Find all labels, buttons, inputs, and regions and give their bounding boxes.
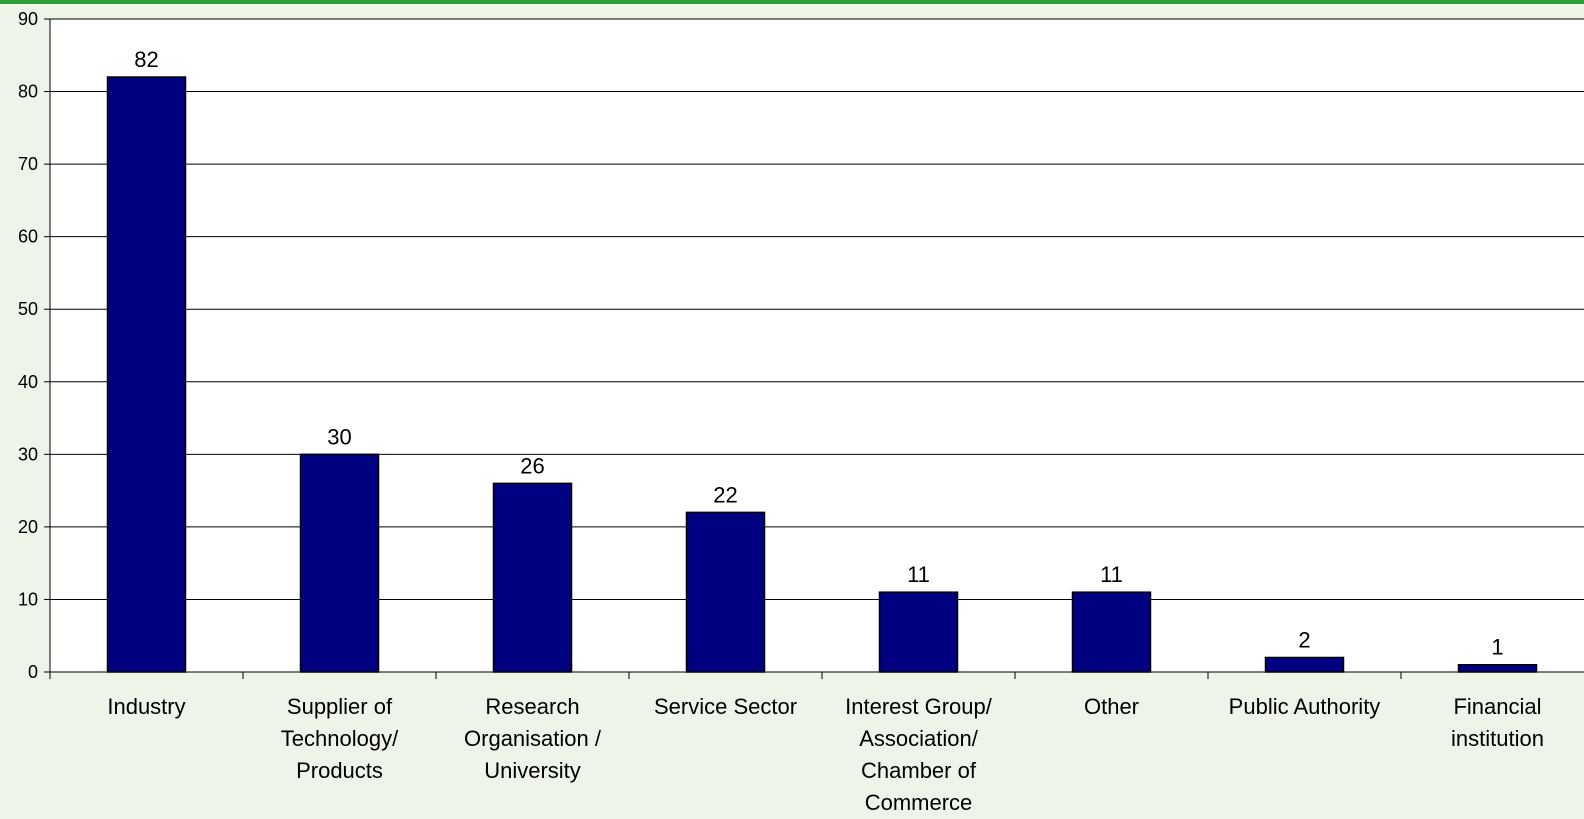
x-category-label-0-line-0: Industry <box>107 694 185 719</box>
y-tick-label-40: 40 <box>18 372 38 392</box>
y-tick-label-80: 80 <box>18 82 38 102</box>
x-category-label-2: Research Organisation / University <box>464 694 602 783</box>
bar-2 <box>492 482 573 673</box>
data-label-3: 22 <box>713 482 737 507</box>
x-category-label-6-line-0: Public Authority <box>1229 694 1381 719</box>
bar-0 <box>106 76 187 673</box>
x-category-label-2-line-2: University <box>484 758 581 783</box>
y-tick-label-10: 10 <box>18 589 38 609</box>
bar-6 <box>1264 656 1345 673</box>
x-category-label-1-line-2: Products <box>296 758 383 783</box>
x-category-label-4-line-2: Chamber of <box>861 758 977 783</box>
x-category-label-3: Service Sector <box>654 694 797 719</box>
x-category-label-5: Other <box>1084 694 1139 719</box>
bar-7 <box>1457 663 1538 673</box>
x-category-label-1-line-1: Technology/ <box>281 726 399 751</box>
x-category-label-4-line-1: Association/ <box>859 726 979 751</box>
x-category-label-6: Public Authority <box>1229 694 1381 719</box>
data-label-1: 30 <box>327 424 351 449</box>
data-label-4: 11 <box>907 562 930 587</box>
bar-5 <box>1071 591 1152 673</box>
y-tick-label-60: 60 <box>18 227 38 247</box>
data-label-2: 26 <box>520 453 544 478</box>
data-label-0: 82 <box>134 47 158 72</box>
x-category-label-4-line-0: Interest Group/ <box>845 694 993 719</box>
bar-4 <box>878 591 959 673</box>
x-category-label-0: Industry <box>107 694 185 719</box>
bar-1 <box>299 453 380 673</box>
data-label-7: 1 <box>1491 635 1503 660</box>
x-category-label-4-line-3: Commerce <box>865 790 973 815</box>
x-category-label-5-line-0: Other <box>1084 694 1139 719</box>
top-accent-bar <box>0 0 1584 4</box>
y-tick-label-0: 0 <box>28 662 38 682</box>
x-category-label-2-line-1: Organisation / <box>464 726 602 751</box>
data-label-6: 2 <box>1298 627 1310 652</box>
x-category-label-7: Financial institution <box>1451 694 1544 751</box>
y-tick-label-30: 30 <box>18 444 38 464</box>
x-category-label-7-line-1: institution <box>1451 726 1544 751</box>
y-tick-label-90: 90 <box>18 9 38 29</box>
x-category-label-7-line-0: Financial <box>1453 694 1541 719</box>
x-category-label-2-line-0: Research <box>485 694 579 719</box>
y-tick-label-70: 70 <box>18 154 38 174</box>
x-category-label-1: Supplier of Technology/Products <box>281 694 399 783</box>
bar-3 <box>685 511 766 673</box>
x-category-label-1-line-0: Supplier of <box>287 694 393 719</box>
plot-area <box>50 19 1584 672</box>
y-tick-label-50: 50 <box>18 299 38 319</box>
data-label-5: 11 <box>1100 562 1123 587</box>
x-category-label-4: Interest Group/Association/Chamber of Com… <box>845 694 993 815</box>
y-tick-label-20: 20 <box>18 517 38 537</box>
x-category-label-3-line-0: Service Sector <box>654 694 797 719</box>
